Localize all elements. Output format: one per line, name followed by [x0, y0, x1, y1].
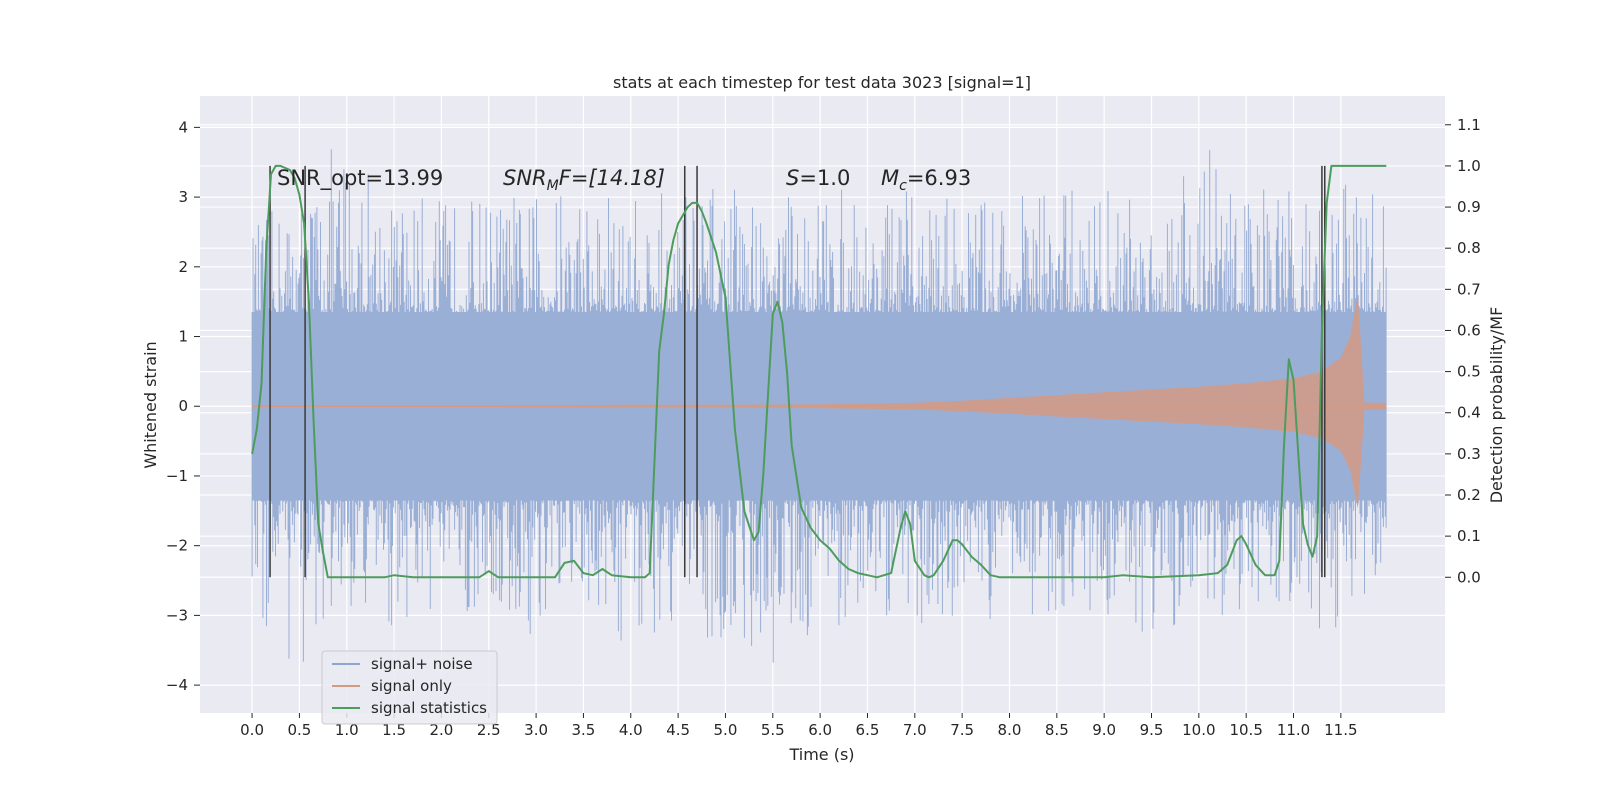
y2-tick-label: 0.4 — [1457, 404, 1481, 422]
y2-tick-label: 0.3 — [1457, 445, 1481, 463]
annotation-mc-main: M — [881, 166, 899, 190]
y-tick-label: 3 — [178, 188, 188, 206]
x-tick-label: 6.0 — [808, 721, 832, 739]
x-tick-label: 11.5 — [1324, 721, 1357, 739]
x-tick-label: 10.5 — [1229, 721, 1262, 739]
x-tick-label: 0.5 — [287, 721, 311, 739]
y2-tick-label: 0.9 — [1457, 198, 1481, 216]
y-axis-ticks: −4 −3 −2 −1 0 1 2 3 4 — [166, 118, 200, 694]
y2-tick-label: 0.2 — [1457, 486, 1481, 504]
chart-title: stats at each timestep for test data 302… — [613, 73, 1031, 92]
annotation-mc-sub: c — [899, 178, 907, 194]
x-tick-label: 0.0 — [240, 721, 264, 739]
x-tick-label: 3.0 — [524, 721, 548, 739]
annotation-snr-mf-main: SNR — [503, 166, 547, 190]
y-tick-label: 0 — [178, 397, 188, 415]
y2-tick-label: 0.0 — [1457, 568, 1481, 586]
y2-tick-label: 0.1 — [1457, 527, 1481, 545]
annotation-snr-mf-sub: M — [547, 178, 559, 194]
y-tick-label: −1 — [166, 467, 188, 485]
x-tick-label: 9.5 — [1140, 721, 1164, 739]
annotation-s-main: S — [786, 166, 799, 190]
y2-tick-label: 0.5 — [1457, 363, 1481, 381]
y2-tick-label: 0.7 — [1457, 280, 1481, 298]
x-tick-label: 4.0 — [619, 721, 643, 739]
x-tick-label: 2.5 — [477, 721, 501, 739]
y2-axis-ticks: 0.0 0.1 0.2 0.3 0.4 0.5 0.6 0.7 0.8 0.9 1.0 1.1 — [1445, 116, 1481, 586]
x-tick-label: 2.0 — [429, 721, 453, 739]
legend-box — [321, 650, 498, 725]
x-axis-ticks: 0.0 0.5 1.0 1.5 2.0 2.5 3.0 3.5 4.0 4.5 5.0 5.5 6.0 6… — [240, 713, 1358, 739]
legend-label-signal-statistics: signal statistics — [371, 699, 487, 717]
x-tick-label: 10.0 — [1182, 721, 1215, 739]
x-tick-label: 1.0 — [335, 721, 359, 739]
x-tick-label: 7.5 — [950, 721, 974, 739]
x-axis-label: Time (s) — [788, 745, 854, 764]
x-tick-label: 8.0 — [998, 721, 1022, 739]
x-tick-label: 6.5 — [856, 721, 880, 739]
annotation-mc-tail: =6.93 — [907, 166, 971, 190]
x-tick-label: 1.5 — [382, 721, 406, 739]
annotation-mc: Mc=6.93 — [881, 166, 971, 194]
y-tick-label: 4 — [178, 118, 188, 136]
signal-only-series — [252, 294, 1387, 509]
signal-statistics-line — [251, 164, 1387, 579]
legend: signal+ noise signal only signal statist… — [321, 650, 498, 725]
x-tick-label: 5.5 — [761, 721, 785, 739]
y-tick-label: −2 — [166, 537, 188, 555]
annotation-snr-mf-tail-f: F=[14.18] — [559, 166, 665, 190]
y-tick-label: −3 — [166, 606, 188, 624]
y2-axis-label: Detection probability/MF — [1487, 307, 1506, 504]
legend-label-signal-noise: signal+ noise — [371, 655, 473, 673]
legend-label-signal-only: signal only — [371, 677, 452, 695]
x-tick-label: 5.0 — [714, 721, 738, 739]
y-tick-label: 1 — [178, 328, 188, 346]
x-tick-label: 4.5 — [666, 721, 690, 739]
y-axis-label: Whitened strain — [141, 341, 160, 468]
y2-tick-label: 0.8 — [1457, 239, 1481, 257]
y2-tick-label: 0.6 — [1457, 321, 1481, 339]
y2-tick-label: 1.1 — [1457, 116, 1481, 134]
annotation-s: S=1.0 — [786, 166, 850, 190]
x-tick-label: 7.0 — [903, 721, 927, 739]
x-tick-label: 3.5 — [572, 721, 596, 739]
x-tick-label: 8.5 — [1045, 721, 1069, 739]
y-tick-label: 2 — [178, 258, 188, 276]
annotation-snr-mf: SNRMF=[14.18] — [503, 166, 665, 194]
x-tick-label: 9.0 — [1092, 721, 1116, 739]
y-tick-label: −4 — [166, 676, 188, 694]
annotation-s-tail: =1.0 — [799, 166, 850, 190]
signal-only-area — [252, 294, 1387, 509]
x-tick-label: 11.0 — [1277, 721, 1310, 739]
signal-statistics-series — [251, 164, 1387, 579]
y2-tick-label: 1.0 — [1457, 157, 1481, 175]
annotation-snr-opt: SNR_opt=13.99 — [277, 166, 443, 191]
